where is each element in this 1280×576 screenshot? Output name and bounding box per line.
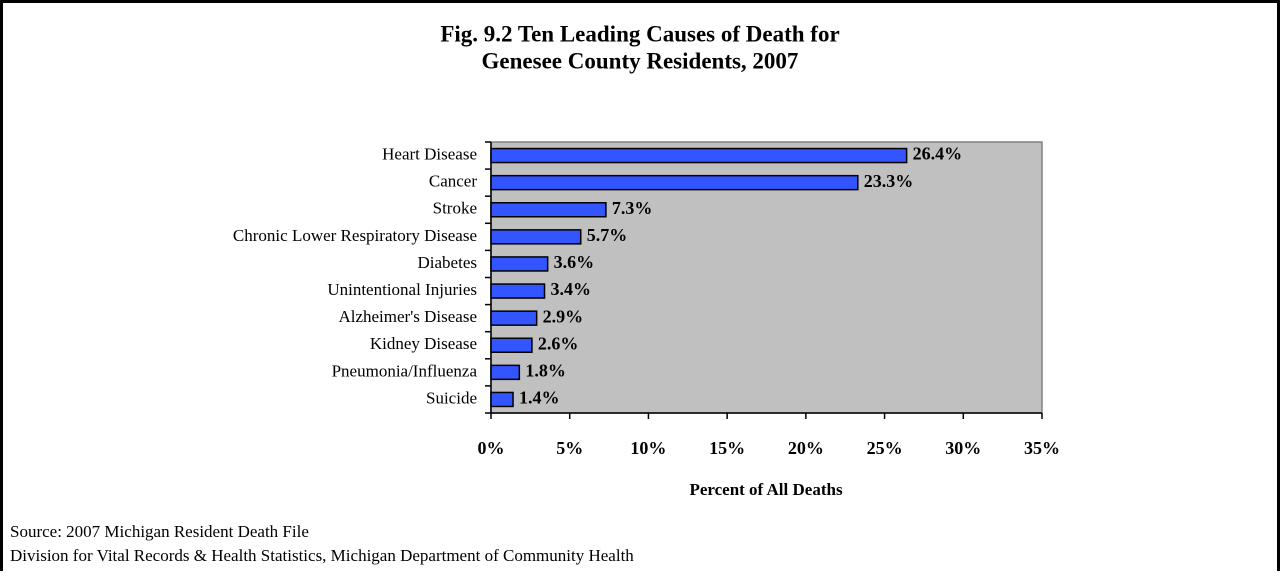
- source-note: Division for Vital Records & Health Stat…: [10, 546, 634, 565]
- x-tick-label: 15%: [709, 438, 745, 458]
- y-tick-label: Chronic Lower Respiratory Disease: [233, 226, 477, 245]
- x-tick-label: 10%: [630, 438, 666, 458]
- chart-title: Fig. 9.2 Ten Leading Causes of Death for: [440, 21, 839, 46]
- data-label: 1.4%: [519, 388, 560, 408]
- bar: [490, 391, 514, 408]
- data-label: 3.4%: [551, 279, 592, 299]
- bar: [490, 337, 533, 353]
- bar: [490, 256, 549, 272]
- data-label: 26.4%: [913, 144, 963, 164]
- y-tick-label: Alzheimer's Disease: [338, 307, 477, 326]
- bar: [490, 147, 908, 164]
- bar: [490, 202, 607, 218]
- x-axis-title: Percent of All Deaths: [689, 480, 843, 499]
- source-note: Source: 2007 Michigan Resident Death Fil…: [10, 522, 309, 541]
- y-tick-label: Cancer: [429, 172, 477, 191]
- data-label: 1.8%: [525, 360, 566, 380]
- data-label: 3.6%: [554, 252, 595, 272]
- data-label: 5.7%: [587, 225, 628, 245]
- y-tick-label: Diabetes: [418, 253, 477, 272]
- y-tick-label: Unintentional Injuries: [327, 280, 477, 299]
- bar: [490, 364, 521, 381]
- data-label: 2.9%: [543, 306, 584, 326]
- y-tick-label: Pneumonia/Influenza: [332, 361, 478, 380]
- bar: [490, 229, 582, 245]
- x-tick-label: 35%: [1024, 438, 1060, 458]
- chart-title: Genesee County Residents, 2007: [482, 48, 799, 73]
- y-tick-label: Suicide: [426, 388, 477, 407]
- x-tick-label: 5%: [556, 438, 583, 458]
- x-tick-label: 30%: [945, 438, 981, 458]
- y-tick-label: Stroke: [433, 199, 477, 218]
- y-tick-label: Kidney Disease: [370, 334, 477, 353]
- data-label: 2.6%: [538, 333, 579, 353]
- x-tick-label: 25%: [867, 438, 903, 458]
- x-tick-label: 0%: [478, 438, 505, 458]
- bar: [490, 310, 538, 326]
- y-tick-label: Heart Disease: [382, 144, 477, 163]
- data-label: 23.3%: [864, 171, 914, 191]
- x-tick-label: 20%: [788, 438, 824, 458]
- bar: [490, 174, 859, 191]
- bar: [490, 283, 546, 299]
- data-label: 7.3%: [612, 198, 653, 218]
